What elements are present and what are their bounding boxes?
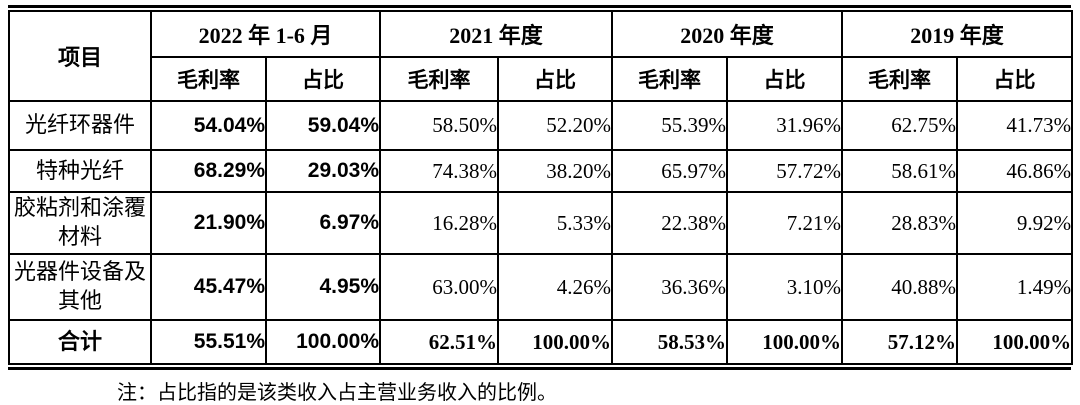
value-cell: 36.36% bbox=[611, 253, 729, 321]
row-label: 特种光纤 bbox=[8, 149, 152, 193]
header-row-metrics: 毛利率 占比 毛利率 占比 毛利率 占比 毛利率 占比 bbox=[9, 56, 1074, 102]
value-cell: 40.88% bbox=[841, 253, 959, 321]
value-cell: 38.20% bbox=[497, 149, 614, 193]
value-cell: 58.53% bbox=[611, 319, 729, 365]
period-header-2021: 2021 年度 bbox=[379, 10, 614, 58]
value-cell: 100.00% bbox=[497, 319, 614, 365]
period-header-2019: 2019 年度 bbox=[841, 10, 1074, 58]
subheader-share-2022: 占比 bbox=[264, 56, 382, 102]
value-cell: 16.28% bbox=[379, 191, 500, 255]
value-cell: 4.95% bbox=[264, 253, 382, 321]
value-cell: 100.00% bbox=[264, 319, 382, 365]
value-cell: 100.00% bbox=[956, 319, 1074, 365]
value-cell: 62.75% bbox=[841, 100, 959, 151]
value-cell: 55.51% bbox=[150, 319, 267, 365]
value-cell: 7.21% bbox=[726, 191, 844, 255]
table-row: 特种光纤 68.29% 29.03% 74.38% 38.20% 65.97% … bbox=[8, 149, 1074, 193]
value-cell: 22.38% bbox=[611, 191, 729, 255]
value-cell: 62.51% bbox=[379, 319, 500, 365]
value-cell: 100.00% bbox=[726, 319, 844, 365]
period-header-2022: 2022 年 1-6 月 bbox=[149, 10, 382, 58]
value-cell: 46.86% bbox=[956, 149, 1074, 193]
value-cell: 55.39% bbox=[611, 100, 729, 151]
value-cell: 4.26% bbox=[497, 253, 614, 321]
table-row: 胶粘剂和涂覆材料 21.90% 6.97% 16.28% 5.33% 22.38… bbox=[8, 191, 1074, 255]
table-row: 光器件设备及其他 45.47% 4.95% 63.00% 4.26% 36.36… bbox=[8, 253, 1074, 321]
value-cell: 1.49% bbox=[956, 253, 1074, 321]
subheader-share-2021: 占比 bbox=[497, 56, 614, 102]
value-cell: 3.10% bbox=[726, 253, 844, 321]
corner-header-item: 项目 bbox=[8, 10, 152, 102]
value-cell: 57.72% bbox=[726, 149, 844, 193]
margin-share-table: 项目 2022 年 1-6 月 2021 年度 2020 年度 2019 年度 … bbox=[8, 10, 1074, 365]
value-cell: 45.47% bbox=[150, 253, 267, 321]
value-cell: 28.83% bbox=[841, 191, 959, 255]
footnote: 注：占比指的是该类收入占主营业务收入的比例。 bbox=[117, 382, 557, 404]
subheader-share-2019: 占比 bbox=[956, 56, 1074, 102]
value-cell: 59.04% bbox=[264, 100, 382, 151]
header-row-periods: 项目 2022 年 1-6 月 2021 年度 2020 年度 2019 年度 bbox=[8, 10, 1074, 102]
value-cell: 29.03% bbox=[264, 149, 382, 193]
value-cell: 57.12% bbox=[841, 319, 959, 365]
subheader-margin-2022: 毛利率 bbox=[150, 56, 267, 102]
total-row-label: 合计 bbox=[8, 319, 152, 365]
value-cell: 63.00% bbox=[379, 253, 500, 321]
value-cell: 58.50% bbox=[379, 100, 500, 151]
subheader-margin-2020: 毛利率 bbox=[611, 56, 729, 102]
value-cell: 65.97% bbox=[611, 149, 729, 193]
table-row: 光纤环器件 54.04% 59.04% 58.50% 52.20% 55.39%… bbox=[8, 100, 1074, 151]
value-cell: 54.04% bbox=[150, 100, 267, 151]
subheader-share-2020: 占比 bbox=[726, 56, 844, 102]
row-label: 光器件设备及其他 bbox=[8, 253, 152, 321]
period-header-2020: 2020 年度 bbox=[611, 10, 844, 58]
value-cell: 58.61% bbox=[841, 149, 959, 193]
margin-share-table-container: 项目 2022 年 1-6 月 2021 年度 2020 年度 2019 年度 … bbox=[8, 5, 1074, 370]
value-cell: 21.90% bbox=[150, 191, 267, 255]
value-cell: 9.92% bbox=[956, 191, 1074, 255]
value-cell: 41.73% bbox=[956, 100, 1074, 151]
subheader-margin-2019: 毛利率 bbox=[841, 56, 959, 102]
value-cell: 74.38% bbox=[379, 149, 500, 193]
value-cell: 52.20% bbox=[497, 100, 614, 151]
row-label: 胶粘剂和涂覆材料 bbox=[8, 191, 152, 255]
value-cell: 5.33% bbox=[497, 191, 614, 255]
value-cell: 31.96% bbox=[726, 100, 844, 151]
value-cell: 68.29% bbox=[150, 149, 267, 193]
subheader-margin-2021: 毛利率 bbox=[379, 56, 500, 102]
value-cell: 6.97% bbox=[264, 191, 382, 255]
row-label: 光纤环器件 bbox=[8, 100, 152, 151]
total-row: 合计 55.51% 100.00% 62.51% 100.00% 58.53% … bbox=[8, 319, 1074, 365]
